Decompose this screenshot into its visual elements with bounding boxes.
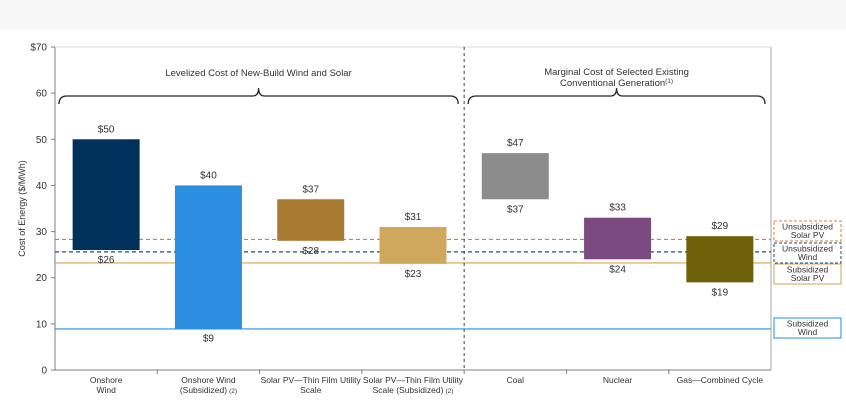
y-tick-label: 10 (36, 319, 48, 330)
range-bar (174, 185, 242, 329)
x-category-label: Scale (300, 385, 322, 395)
x-category-label: Onshore Wind (181, 375, 236, 385)
bar-high-label: $40 (200, 170, 217, 181)
legend-label: Unsubsidized (782, 244, 833, 254)
x-category-label: Scale (Subsidized) (2) (373, 385, 454, 395)
y-tick-label: 20 (36, 273, 48, 284)
bar-low-label: $28 (302, 246, 319, 257)
bar-low-label: $37 (507, 204, 524, 215)
group-title: Conventional Generation(1) (560, 78, 673, 89)
group-title: Marginal Cost of Selected Existing (544, 67, 689, 78)
bar-high-label: $29 (712, 221, 729, 232)
y-tick-label: 0 (41, 366, 47, 377)
bar-high-label: $37 (302, 184, 319, 195)
group-bracket (467, 87, 766, 105)
range-bar (379, 226, 447, 264)
page-top-shade (0, 0, 846, 30)
legend-label: Wind (798, 327, 818, 337)
range-bars (72, 139, 754, 329)
x-category-label: Onshore (90, 375, 123, 385)
chart-background (0, 0, 846, 30)
y-tick-label: 50 (36, 135, 48, 146)
x-category-label: Wind (96, 385, 116, 395)
range-bar (72, 139, 140, 251)
bar-high-label: $33 (609, 203, 626, 214)
group-bracket (58, 87, 459, 105)
bar-low-label: $9 (203, 333, 215, 344)
range-bar (481, 153, 549, 200)
legend-label: Solar PV (791, 273, 825, 283)
bar-low-label: $24 (609, 264, 626, 275)
x-category-label: Solar PV—Thin Film Utility (363, 375, 464, 385)
y-axis: 0 10 20 30 40 50 60 $70 Cost of Energy ($/MWh) (17, 43, 55, 377)
x-category-label: Coal (507, 375, 525, 385)
bar-high-label: $31 (405, 212, 422, 223)
group-title-footnote: (1) (665, 78, 673, 85)
x-category-label: Gas—Combined Cycle (677, 375, 764, 385)
x-category-label: (Subsidized) (2) (180, 385, 237, 395)
legend-label: Subsidized (787, 319, 829, 329)
bar-low-label: $26 (98, 255, 115, 266)
legend-label: Solar PV (791, 230, 825, 240)
group-title: Levelized Cost of New-Build Wind and Sol… (165, 68, 351, 79)
bar-low-label: $19 (712, 287, 729, 298)
legend-box (773, 263, 842, 285)
range-bar (277, 199, 345, 241)
category-footnote: (2) (445, 388, 453, 395)
group-brackets: Levelized Cost of New-Build Wind and Sol… (58, 47, 766, 370)
legend-box (773, 242, 842, 264)
x-category-label: Solar PV—Thin Film Utility (261, 375, 362, 385)
y-tick-label: 60 (36, 89, 48, 100)
y-axis-label: Cost of Energy ($/MWh) (17, 160, 27, 257)
legend-box (773, 220, 842, 242)
x-category-label: Nuclear (603, 375, 632, 385)
category-footnote: (2) (229, 388, 237, 395)
range-bar (584, 217, 652, 260)
y-tick-label: $70 (30, 43, 47, 54)
legend-label: Unsubsidized (782, 222, 833, 232)
bar-value-labels: $50 $26 $40 $9 $37 $28 $31 $23 $47 $37 $33 $24 $29 $1… (98, 124, 729, 344)
legend-label: Subsidized (787, 265, 829, 275)
range-bar (686, 236, 754, 283)
bar-low-label: $23 (405, 269, 422, 280)
bar-high-label: $47 (507, 138, 524, 149)
y-tick-label: 30 (36, 227, 48, 238)
plot-frame (54, 46, 772, 371)
legend-label: Wind (798, 252, 818, 262)
legend-box (773, 317, 842, 339)
bar-high-label: $50 (98, 124, 115, 135)
y-tick-label: 40 (36, 181, 48, 192)
